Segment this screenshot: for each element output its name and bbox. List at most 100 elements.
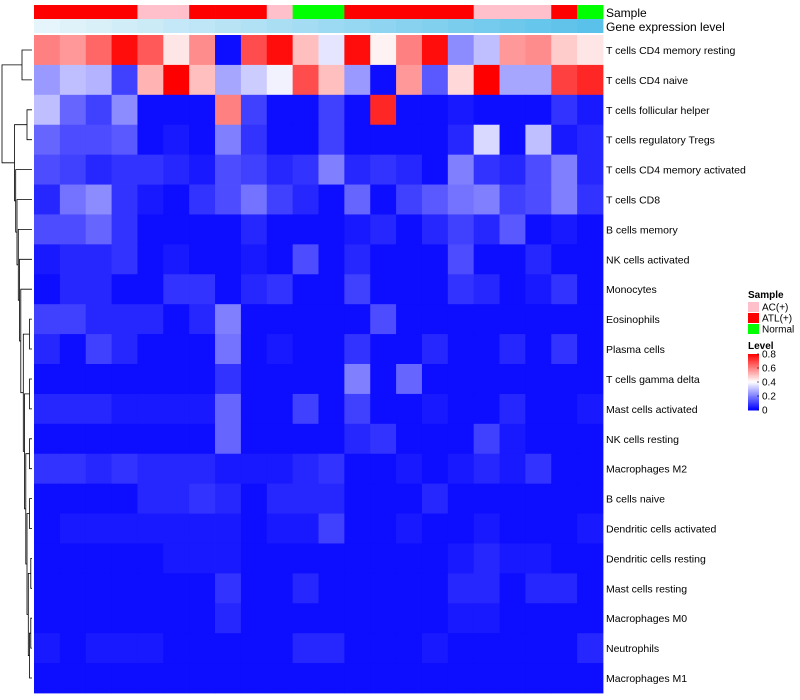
- sample-annotation-bar: [34, 5, 604, 19]
- level-colorbar-segment: [748, 389, 759, 391]
- heatmap-cell: [189, 214, 216, 245]
- heatmap-cell: [370, 124, 397, 156]
- heatmap-cell: [59, 453, 87, 485]
- level-colorbar-segment: [748, 382, 759, 384]
- row-label: B cells naive: [606, 494, 665, 506]
- heatmap-cell: [473, 124, 500, 156]
- heatmap-cell: [240, 244, 268, 275]
- level-colorbar-segment: [748, 405, 759, 408]
- sample-annotation-cell: [34, 5, 61, 19]
- heatmap-cell: [447, 64, 475, 96]
- heatmap-cell: [551, 94, 578, 126]
- row-label: Mast cells activated: [606, 404, 698, 416]
- heatmap-cell: [85, 543, 112, 574]
- sample-legend: Sample AC(+)ATL(+)Normal: [748, 290, 794, 336]
- heatmap-cell: [473, 364, 500, 395]
- gene-expression-annotation-cell: [240, 19, 268, 33]
- heatmap-cell: [473, 663, 500, 694]
- gene-expression-annotation-cell: [525, 19, 552, 33]
- heatmap-cell: [370, 453, 397, 485]
- gene-expression-annotation-cell: [499, 19, 526, 33]
- heatmap-cell: [137, 184, 164, 215]
- heatmap-cell: [551, 184, 578, 215]
- heatmap-cell: [396, 393, 423, 425]
- heatmap-cell: [551, 513, 578, 544]
- heatmap-cell: [292, 423, 319, 455]
- heatmap-cell: [577, 483, 604, 514]
- heatmap-cell: [473, 513, 500, 544]
- heatmap-cell: [292, 124, 319, 156]
- heatmap-cell: [34, 64, 61, 96]
- heatmap-cell: [396, 244, 423, 275]
- heatmap-cell: [137, 124, 164, 156]
- heatmap-cell: [292, 483, 319, 514]
- heatmap-cell: [266, 334, 294, 365]
- heatmap-cell: [318, 35, 345, 66]
- dendrogram-link: [26, 109, 32, 141]
- heatmap-cell: [421, 423, 449, 455]
- heatmap-cell: [163, 184, 190, 215]
- heatmap-cell: [396, 663, 423, 694]
- heatmap-cell: [215, 64, 242, 96]
- sample-annotation-cell: [137, 5, 164, 19]
- row-label: T cells CD8: [606, 195, 660, 207]
- sample-legend-label: ATL(+): [762, 314, 792, 325]
- heatmap-cell: [318, 154, 345, 185]
- level-colorbar-segment: [748, 373, 759, 376]
- heatmap-cell: [111, 453, 138, 485]
- heatmap-cell: [499, 364, 526, 395]
- sample-annotation-cell: [292, 5, 319, 19]
- heatmap-cell: [577, 35, 604, 66]
- heatmap-cell: [85, 663, 112, 694]
- heatmap-cell: [163, 423, 190, 455]
- heatmap-cell: [215, 334, 242, 365]
- heatmap-cell: [421, 304, 449, 335]
- level-colorbar-segment: [748, 376, 759, 379]
- row-label: Neutrophils: [606, 643, 659, 655]
- heatmap-cell: [215, 244, 242, 275]
- heatmap-cell: [34, 94, 61, 126]
- heatmap-cell: [551, 35, 578, 66]
- heatmap-cell: [344, 393, 371, 425]
- level-colorbar-segment: [748, 363, 759, 366]
- heatmap-cell: [163, 393, 190, 425]
- heatmap-cell: [473, 244, 500, 275]
- heatmap-cell: [163, 513, 190, 544]
- heatmap-cell: [215, 393, 242, 425]
- heatmap-cell: [577, 663, 604, 694]
- row-label: T cells regulatory Tregs: [606, 135, 715, 147]
- heatmap-cell: [577, 124, 604, 156]
- heatmap-cell: [292, 64, 319, 96]
- level-colorbar-segment: [748, 380, 759, 383]
- heatmap-cell: [447, 603, 475, 634]
- heatmap-cell: [163, 334, 190, 365]
- gene-expression-annotation-cell: [421, 19, 449, 33]
- heatmap-cell: [189, 364, 216, 395]
- heatmap-cell: [551, 154, 578, 185]
- heatmap-cell: [499, 513, 526, 544]
- row-label: T cells follicular helper: [606, 105, 710, 117]
- heatmap-cell: [577, 633, 604, 664]
- heatmap-cell: [473, 64, 500, 96]
- row-label: B cells memory: [606, 224, 679, 236]
- heatmap-cell: [344, 663, 371, 694]
- heatmap-cell: [499, 483, 526, 514]
- heatmap-cell: [59, 543, 87, 574]
- heatmap-cell: [266, 453, 294, 485]
- level-colorbar-segment: [748, 390, 759, 393]
- level-colorbar-segment: [748, 365, 759, 368]
- heatmap-cell: [551, 633, 578, 664]
- heatmap-cell: [396, 35, 423, 66]
- dendrogram-link: [19, 258, 32, 342]
- dendrogram-link: [29, 318, 32, 350]
- dendrogram-link: [29, 438, 32, 470]
- level-colorbar-segment: [748, 404, 759, 407]
- sample-legend-swatch: [748, 302, 759, 312]
- heatmap-cell: [421, 393, 449, 425]
- heatmap-cell: [551, 304, 578, 335]
- heatmap-cell: [163, 94, 190, 126]
- heatmap-cell: [577, 154, 604, 185]
- heatmap-cell: [240, 214, 268, 245]
- heatmap-cell: [137, 633, 164, 664]
- heatmap-cell: [266, 124, 294, 156]
